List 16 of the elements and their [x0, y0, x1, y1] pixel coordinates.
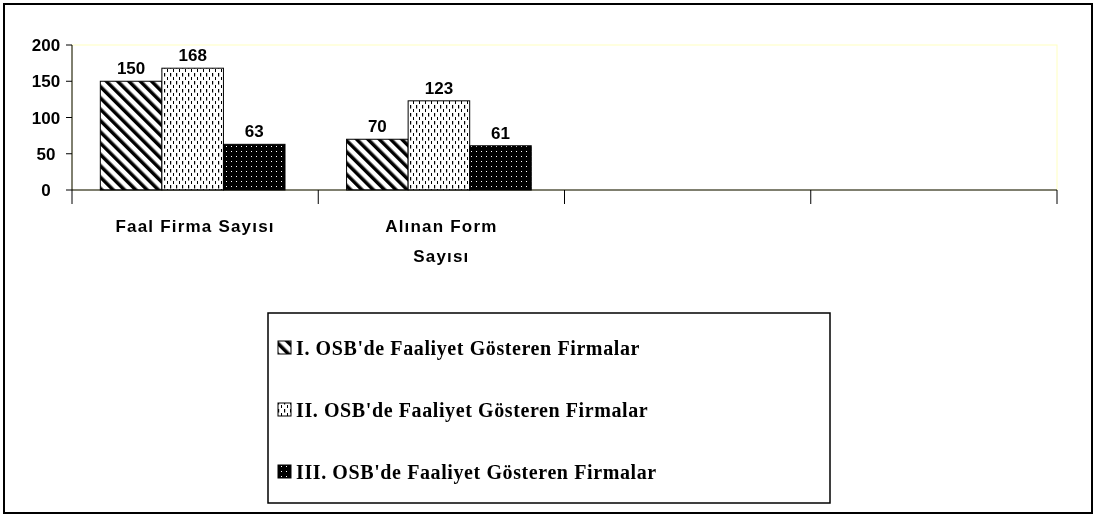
data-label: 70 — [367, 117, 387, 137]
data-label: 123 — [424, 78, 454, 98]
x-tick-label: Faal Firma Sayısı — [115, 217, 275, 236]
x-tick-label: Alınan Form Sayısı — [385, 217, 498, 266]
legend-label: I. OSB'de Faaliyet Gösteren Firmalar — [296, 337, 640, 360]
y-tick-label: 50 — [36, 144, 56, 164]
y-tick-label: 150 — [31, 72, 61, 92]
data-label: 61 — [491, 123, 510, 143]
y-tick-label: 0 — [41, 181, 51, 200]
legend-label: III. OSB'de Faaliyet Gösteren Firmalar — [296, 461, 657, 484]
y-tick-label: 100 — [31, 108, 61, 128]
data-label: 150 — [116, 59, 146, 79]
y-tick-label: 200 — [31, 36, 61, 55]
data-label: 63 — [244, 122, 264, 142]
data-label: 168 — [178, 46, 207, 66]
legend-label: II. OSB'de Faaliyet Gösteren Firmalar — [296, 399, 649, 422]
